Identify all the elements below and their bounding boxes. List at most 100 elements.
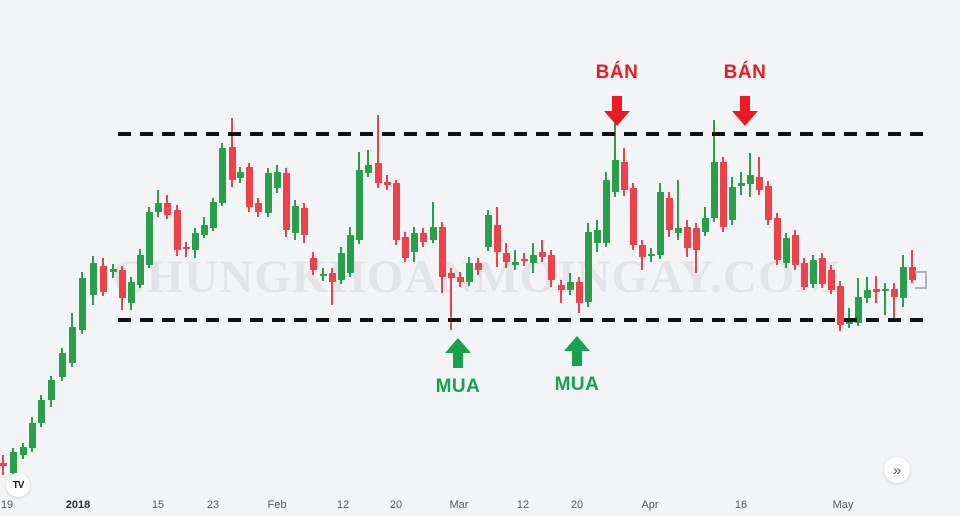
candle-body: [520, 259, 528, 261]
candle-body: [228, 147, 236, 180]
candle-wick: [758, 157, 760, 195]
candle-body: [19, 447, 27, 455]
buy-arrow-up-icon[interactable]: [564, 336, 590, 366]
x-axis-label: 12: [336, 499, 350, 511]
candle-body: [447, 273, 455, 278]
candle-body: [665, 198, 673, 230]
sell-arrow-down-icon[interactable]: [604, 96, 630, 126]
buy-label[interactable]: MUA: [554, 374, 600, 395]
buy-arrow-up-icon[interactable]: [445, 338, 471, 368]
candle-body: [291, 206, 299, 233]
candle-body: [827, 270, 835, 290]
candle-body: [638, 245, 646, 257]
candle-body: [737, 183, 745, 186]
candle-body: [782, 238, 790, 263]
sell-arrow-down-icon[interactable]: [732, 96, 758, 126]
candle-body: [200, 225, 208, 235]
watermark-text: CHUNGKHOANMOINGAY.COM: [111, 251, 841, 303]
candle-body: [547, 255, 555, 280]
candle-wick: [560, 280, 562, 303]
candle-wick: [884, 283, 886, 315]
candle-body: [656, 192, 664, 255]
candle-body: [264, 173, 272, 213]
candle-body: [692, 228, 700, 250]
candle-body: [529, 255, 537, 263]
candle-body: [629, 188, 637, 245]
candle-body: [872, 289, 880, 292]
arrow-shaft: [612, 96, 622, 111]
candle-wick: [377, 115, 379, 188]
candle-body: [410, 233, 418, 252]
candle-body: [465, 263, 473, 282]
candle-wick: [911, 250, 913, 283]
candle-wick: [541, 240, 543, 262]
expand-chevrons-button[interactable]: »: [884, 457, 910, 483]
x-axis-label: 16: [734, 499, 748, 511]
candle-body: [511, 262, 519, 265]
candle-body: [881, 289, 889, 291]
candle-body: [863, 290, 871, 298]
arrow-head: [604, 111, 630, 126]
x-axis-label: 15: [151, 499, 165, 511]
candle-body: [908, 267, 916, 280]
candle-body: [773, 218, 781, 260]
candle-body: [456, 277, 464, 282]
candle-body: [37, 400, 45, 423]
candle-body: [429, 227, 437, 240]
candlestick-chart[interactable]: BÁN BÁN MUA MUA: [0, 0, 960, 490]
resistance-dashed-line[interactable]: [118, 132, 928, 136]
candle-body: [145, 212, 153, 265]
candle-body: [28, 423, 36, 448]
candle-body: [809, 260, 817, 284]
candle-body: [319, 274, 327, 276]
candle-body: [401, 237, 409, 258]
candle-body: [337, 253, 345, 280]
candle-body: [346, 235, 354, 273]
candle-wick: [432, 202, 434, 243]
arrow-shaft: [740, 96, 750, 111]
candle-body: [602, 180, 610, 243]
x-axis-strip[interactable]: [0, 490, 960, 516]
candle-body: [746, 175, 754, 184]
candle-body: [899, 267, 907, 298]
tradingview-logo-button[interactable]: TV: [6, 473, 30, 497]
candle-wick: [893, 283, 895, 320]
x-axis-label: 23: [206, 499, 220, 511]
candle-wick: [367, 150, 369, 177]
candle-wick: [514, 250, 516, 270]
candle-body: [218, 148, 226, 203]
candle-wick: [677, 180, 679, 240]
candle-body: [683, 227, 691, 248]
sell-label[interactable]: BÁN: [723, 62, 767, 83]
x-axis-label: 19: [0, 499, 14, 511]
candle-body: [575, 282, 583, 303]
candle-body: [728, 187, 736, 220]
sell-label[interactable]: BÁN: [595, 62, 639, 83]
candle-body: [282, 173, 290, 230]
candle-body: [764, 186, 772, 220]
candle-body: [109, 269, 117, 272]
candle-body: [173, 210, 181, 250]
x-axis-label: 20: [570, 499, 584, 511]
candle-body: [484, 215, 492, 247]
candle-body: [419, 233, 427, 242]
candle-body: [854, 297, 862, 323]
candle-body: [99, 266, 107, 292]
candle-body: [374, 163, 382, 183]
candle-body: [300, 208, 308, 235]
support-dashed-line[interactable]: [118, 318, 928, 322]
candle-body: [438, 227, 446, 277]
candle-body: [383, 182, 391, 185]
arrow-head: [564, 336, 590, 351]
candle-wick: [331, 268, 333, 305]
candle-body: [78, 278, 86, 330]
buy-label[interactable]: MUA: [435, 376, 481, 397]
tradingview-logo-icon: TV: [12, 479, 25, 491]
candle-body: [392, 183, 400, 240]
candle-body: [710, 162, 718, 218]
last-bar-marker: [915, 271, 927, 289]
candle-body: [68, 327, 76, 363]
candle-body: [674, 228, 682, 233]
x-axis-label: May: [832, 499, 854, 511]
